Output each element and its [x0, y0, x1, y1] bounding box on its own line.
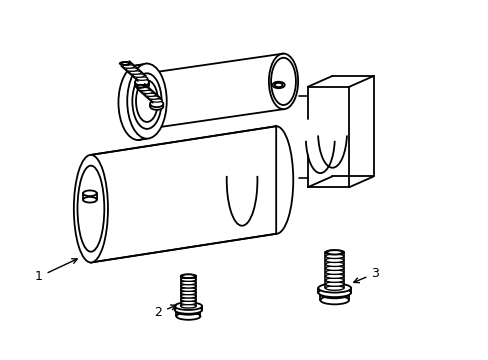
- Ellipse shape: [325, 270, 343, 274]
- Text: 3: 3: [353, 267, 378, 283]
- Ellipse shape: [150, 100, 163, 107]
- Ellipse shape: [181, 304, 196, 308]
- Ellipse shape: [83, 190, 97, 196]
- Text: 2: 2: [154, 305, 176, 319]
- Ellipse shape: [119, 62, 131, 65]
- Ellipse shape: [137, 85, 144, 87]
- Ellipse shape: [174, 302, 202, 310]
- Ellipse shape: [318, 288, 350, 297]
- Ellipse shape: [181, 294, 196, 298]
- Ellipse shape: [182, 275, 194, 278]
- Ellipse shape: [325, 274, 343, 278]
- Ellipse shape: [129, 71, 141, 74]
- Ellipse shape: [325, 250, 343, 255]
- Ellipse shape: [326, 251, 342, 254]
- Ellipse shape: [318, 284, 350, 293]
- Ellipse shape: [181, 301, 196, 305]
- Ellipse shape: [127, 64, 166, 139]
- Ellipse shape: [270, 58, 295, 105]
- Ellipse shape: [77, 166, 104, 252]
- Ellipse shape: [144, 93, 156, 96]
- Ellipse shape: [142, 90, 152, 94]
- Ellipse shape: [325, 250, 343, 255]
- Ellipse shape: [274, 83, 282, 87]
- Ellipse shape: [325, 258, 343, 262]
- Ellipse shape: [150, 103, 163, 110]
- Ellipse shape: [320, 290, 348, 298]
- Ellipse shape: [135, 85, 146, 88]
- Ellipse shape: [325, 254, 343, 258]
- Ellipse shape: [135, 81, 149, 89]
- Ellipse shape: [181, 281, 196, 285]
- Ellipse shape: [136, 80, 158, 122]
- Ellipse shape: [181, 284, 196, 288]
- Ellipse shape: [74, 155, 108, 262]
- Ellipse shape: [325, 262, 343, 266]
- Ellipse shape: [181, 274, 196, 278]
- Ellipse shape: [325, 278, 343, 282]
- Ellipse shape: [268, 54, 298, 109]
- Ellipse shape: [122, 65, 134, 68]
- Ellipse shape: [325, 286, 343, 290]
- Ellipse shape: [148, 96, 159, 99]
- Ellipse shape: [176, 308, 200, 315]
- Ellipse shape: [83, 197, 97, 203]
- Ellipse shape: [320, 296, 348, 304]
- Ellipse shape: [273, 63, 292, 99]
- Ellipse shape: [121, 62, 129, 65]
- Ellipse shape: [181, 274, 196, 278]
- Ellipse shape: [133, 74, 144, 77]
- Ellipse shape: [181, 288, 196, 291]
- Polygon shape: [91, 126, 276, 262]
- Ellipse shape: [135, 78, 149, 86]
- Ellipse shape: [272, 82, 284, 88]
- Ellipse shape: [325, 282, 343, 286]
- Ellipse shape: [126, 68, 138, 71]
- Ellipse shape: [181, 298, 196, 301]
- Ellipse shape: [132, 73, 161, 129]
- Ellipse shape: [259, 126, 293, 234]
- Ellipse shape: [176, 313, 200, 320]
- Ellipse shape: [325, 266, 343, 270]
- Ellipse shape: [174, 306, 202, 314]
- Ellipse shape: [181, 278, 196, 282]
- Text: 1: 1: [35, 259, 77, 283]
- Ellipse shape: [136, 77, 147, 80]
- Ellipse shape: [151, 99, 162, 102]
- Ellipse shape: [118, 65, 158, 140]
- Ellipse shape: [138, 87, 149, 91]
- Ellipse shape: [181, 291, 196, 295]
